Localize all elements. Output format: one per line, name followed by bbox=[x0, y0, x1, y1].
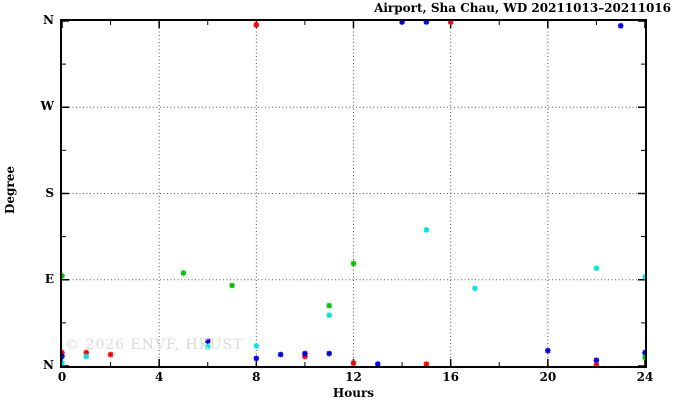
x-tick-label: 12 bbox=[345, 370, 362, 384]
x-tick-label: 16 bbox=[442, 370, 459, 384]
data-point-blue bbox=[617, 22, 624, 29]
data-point-blue bbox=[642, 349, 645, 356]
data-point-cyan bbox=[642, 274, 645, 280]
data-point-cyan bbox=[326, 312, 333, 319]
data-point-blue bbox=[62, 353, 65, 360]
x-tick-label: 4 bbox=[154, 370, 164, 384]
x-axis-title: Hours bbox=[332, 386, 375, 400]
data-point-green bbox=[350, 260, 357, 267]
data-point-cyan bbox=[204, 344, 211, 350]
data-point-blue bbox=[423, 21, 430, 25]
data-point-blue bbox=[593, 357, 600, 364]
data-point-blue bbox=[277, 351, 284, 358]
y-tick-label: S bbox=[45, 185, 54, 200]
data-point-cyan bbox=[472, 285, 478, 292]
data-point-blue bbox=[326, 350, 333, 357]
data-point-red bbox=[423, 361, 430, 366]
data-point-green bbox=[326, 302, 333, 309]
data-point-red bbox=[107, 351, 114, 358]
data-point-cyan bbox=[253, 343, 260, 349]
y-tick-label: N bbox=[43, 13, 54, 27]
data-point-green bbox=[62, 273, 65, 279]
data-point-blue bbox=[204, 338, 211, 344]
data-point-green bbox=[642, 354, 645, 361]
y-axis-title: Degree bbox=[3, 165, 17, 215]
x-tick-label: 8 bbox=[252, 370, 261, 384]
data-point-green bbox=[180, 270, 187, 276]
data-point-blue bbox=[545, 347, 551, 354]
data-point-red bbox=[593, 362, 600, 366]
x-tick-label: 20 bbox=[539, 370, 557, 384]
data-point-blue bbox=[253, 355, 260, 362]
data-point-cyan bbox=[593, 265, 600, 272]
x-tick-label: 0 bbox=[57, 370, 67, 384]
data-point-red bbox=[447, 21, 454, 25]
data-point-blue bbox=[302, 350, 308, 357]
y-tick-label: N bbox=[43, 358, 54, 372]
y-tick-label: E bbox=[44, 271, 54, 286]
data-point-red bbox=[302, 353, 308, 360]
plot-area: © 2026 ENVF, HKUST bbox=[60, 19, 647, 368]
data-point-blue bbox=[374, 361, 381, 366]
x-tick-label: 24 bbox=[636, 370, 654, 384]
data-point-red bbox=[83, 349, 90, 356]
data-point-cyan bbox=[62, 360, 65, 366]
data-point-cyan bbox=[83, 353, 90, 360]
data-point-cyan bbox=[423, 227, 430, 233]
y-tick-label: W bbox=[40, 99, 54, 114]
plot-canvas bbox=[62, 21, 645, 366]
data-point-green bbox=[229, 282, 235, 289]
data-point-red bbox=[350, 360, 357, 366]
data-point-blue bbox=[399, 21, 405, 25]
chart-title: Airport, Sha Chau, WD 20211013–20211016 bbox=[374, 1, 671, 15]
data-point-red bbox=[253, 22, 260, 28]
watermark: © 2026 ENVF, HKUST bbox=[65, 337, 244, 353]
